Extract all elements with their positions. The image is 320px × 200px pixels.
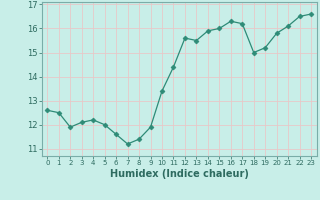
X-axis label: Humidex (Indice chaleur): Humidex (Indice chaleur) (110, 169, 249, 179)
